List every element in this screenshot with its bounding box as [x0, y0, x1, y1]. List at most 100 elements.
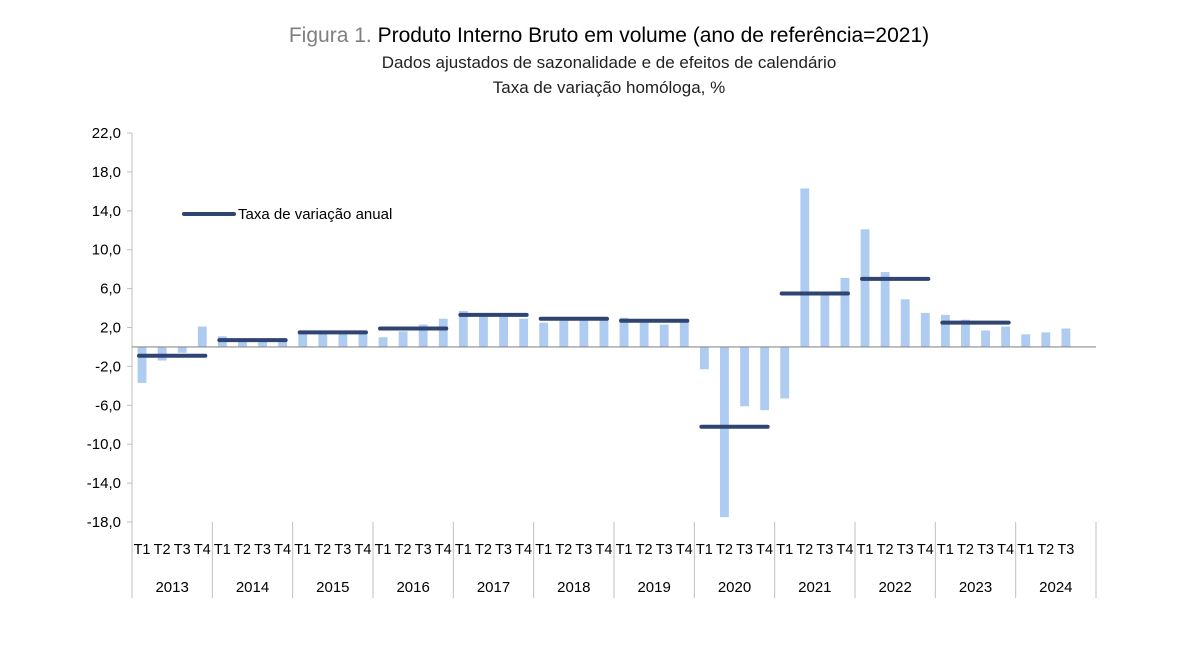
- year-label-2013: 2013: [155, 579, 188, 596]
- bar-39: [920, 312, 930, 347]
- y-tick-label: 6,0: [100, 281, 121, 298]
- bar-20: [539, 322, 549, 347]
- y-tick-label: -18,0: [87, 514, 121, 531]
- legend: Taxa de variação anual: [182, 206, 392, 223]
- chart-title: Figura 1. Produto Interno Bruto em volum…: [0, 22, 1187, 50]
- quarter-label: T2: [395, 542, 412, 558]
- bar-33: [800, 188, 810, 347]
- quarter-label: T2: [957, 542, 974, 558]
- bar-9: [318, 331, 328, 347]
- quarter-label: T1: [214, 542, 231, 558]
- bar-44: [1021, 334, 1031, 347]
- y-tick-label: 2,0: [100, 320, 121, 337]
- bar-37: [880, 272, 890, 347]
- year-label-2020: 2020: [718, 579, 751, 596]
- year-label-2021: 2021: [798, 579, 831, 596]
- year-label-2016: 2016: [396, 579, 429, 596]
- quarter-label: T2: [314, 542, 331, 558]
- quarter-label: T2: [716, 542, 733, 558]
- quarter-label: T2: [475, 542, 492, 558]
- quarter-label: T2: [555, 542, 572, 558]
- title-block: Figura 1. Produto Interno Bruto em volum…: [0, 22, 1187, 100]
- bar-45: [1041, 332, 1051, 347]
- year-label-2023: 2023: [959, 579, 992, 596]
- quarter-label: T1: [375, 542, 392, 558]
- quarter-label: T1: [616, 542, 633, 558]
- bar-35: [840, 277, 850, 347]
- quarter-label: T4: [917, 542, 934, 558]
- bar-40: [940, 314, 950, 347]
- bar-19: [519, 318, 529, 347]
- bar-series: [137, 188, 1071, 518]
- quarter-label: T4: [274, 542, 291, 558]
- quarter-label: T1: [294, 542, 311, 558]
- bar-18: [499, 316, 508, 347]
- quarter-label: T4: [836, 542, 853, 558]
- bar-36: [860, 229, 870, 347]
- bar-26: [659, 324, 669, 347]
- bar-43: [1001, 326, 1011, 347]
- bar-12: [378, 337, 388, 347]
- bar-8: [298, 332, 308, 347]
- y-tick-label: 22,0: [92, 125, 121, 142]
- quarter-label: T3: [897, 542, 914, 558]
- bar-46: [1061, 328, 1071, 347]
- quarter-label: T2: [877, 542, 894, 558]
- bar-42: [981, 330, 990, 347]
- bar-34: [820, 295, 830, 347]
- bar-38: [900, 299, 910, 347]
- axes: 22,0 18,0 14,0 10,0 6,0 2,0 -2,0 -6,0 -10,0 -14,0…: [87, 125, 1096, 531]
- y-tick-label: -14,0: [87, 475, 121, 492]
- quarter-label: T3: [174, 542, 191, 558]
- year-label-2018: 2018: [557, 579, 590, 596]
- quarter-label: T3: [495, 542, 512, 558]
- bar-21: [559, 319, 569, 347]
- quarter-label: T1: [937, 542, 954, 558]
- year-label-2014: 2014: [236, 579, 269, 596]
- quarter-label: T4: [354, 542, 371, 558]
- bar-29: [720, 346, 729, 518]
- year-label-2022: 2022: [878, 579, 911, 596]
- bar-3: [197, 326, 207, 347]
- bar-30: [740, 346, 749, 407]
- quarter-label: T2: [234, 542, 251, 558]
- y-tick-label: 10,0: [92, 242, 121, 259]
- quarter-label: T2: [1037, 542, 1054, 558]
- figure-title: Produto Interno Bruto em volume (ano de …: [377, 24, 930, 47]
- quarter-label: T1: [535, 542, 552, 558]
- legend-label: Taxa de variação anual: [238, 206, 392, 223]
- bar-13: [398, 331, 408, 347]
- quarter-label: T3: [816, 542, 833, 558]
- bar-14: [418, 324, 428, 347]
- bar-17: [479, 314, 488, 347]
- figure-number: Figura 1.: [288, 24, 372, 47]
- bar-0: [137, 346, 147, 383]
- quarter-label: T1: [776, 542, 793, 558]
- year-label-2017: 2017: [477, 579, 510, 596]
- quarter-label: T3: [1057, 542, 1074, 558]
- bar-15: [438, 318, 448, 347]
- quarter-label: T3: [977, 542, 994, 558]
- quarter-label: T3: [415, 542, 432, 558]
- quarter-label: T3: [736, 542, 753, 558]
- year-label-2024: 2024: [1039, 579, 1072, 596]
- bar-25: [639, 322, 649, 347]
- quarter-label: T4: [435, 542, 452, 558]
- bar-22: [579, 319, 589, 347]
- bar-31: [760, 346, 770, 411]
- chart-unit-subtitle: Taxa de variação homóloga, %: [492, 78, 726, 97]
- bar-2: [177, 346, 187, 353]
- bar-5: [238, 340, 247, 347]
- quarter-label: T1: [857, 542, 874, 558]
- bar-6: [258, 339, 267, 347]
- year-label-2019: 2019: [637, 579, 670, 596]
- quarter-label: T3: [656, 542, 673, 558]
- quarter-label: T3: [254, 542, 271, 558]
- quarter-label: T4: [595, 542, 612, 558]
- y-tick-label: 14,0: [92, 203, 121, 220]
- y-tick-label: -6,0: [95, 397, 121, 414]
- quarter-label: T2: [636, 542, 653, 558]
- quarter-label: T4: [756, 542, 773, 558]
- y-tick-label: -2,0: [95, 358, 121, 375]
